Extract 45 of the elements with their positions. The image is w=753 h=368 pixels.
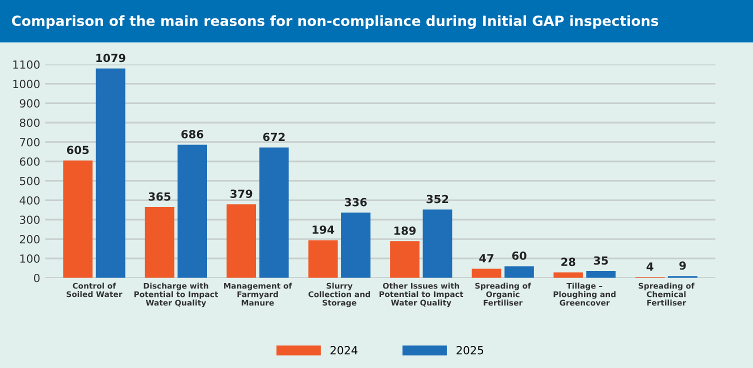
y-tick-label: 600 <box>20 157 40 166</box>
data-label: 189 <box>394 226 416 235</box>
bar <box>308 240 338 278</box>
bar <box>226 204 256 278</box>
data-label: 28 <box>561 258 576 266</box>
y-tick-label: 300 <box>20 216 40 224</box>
data-label: 194 <box>312 225 334 234</box>
data-label: 9 <box>679 261 686 270</box>
data-label: 4 <box>646 262 654 271</box>
y-tick-label: 800 <box>20 118 40 127</box>
data-label: 336 <box>344 198 367 206</box>
bar <box>144 207 174 278</box>
data-label: 47 <box>479 254 494 262</box>
y-tick-label: 0 <box>34 274 40 282</box>
data-label: 672 <box>263 132 285 142</box>
bar <box>586 271 616 278</box>
data-label: 35 <box>594 256 608 265</box>
bar <box>341 212 370 278</box>
y-tick-label: 900 <box>20 99 40 108</box>
bar <box>178 144 207 278</box>
bar <box>96 68 126 278</box>
data-label: 60 <box>512 251 526 260</box>
legend-label: 2024 <box>330 346 358 354</box>
legend-label: 2025 <box>456 346 484 354</box>
bar <box>422 210 452 278</box>
bar <box>504 266 534 278</box>
y-tick-label: 200 <box>20 235 40 244</box>
y-tick-label: 700 <box>20 138 40 146</box>
data-label: 686 <box>181 130 204 138</box>
y-tick-label: 400 <box>20 196 40 205</box>
data-label: 605 <box>66 146 89 154</box>
y-tick-label: 1000 <box>13 80 40 88</box>
data-label: 1079 <box>96 54 126 62</box>
chart-title: Comparison of the main reasons for non-compliance during Initial GAP inspections <box>12 15 658 29</box>
bar <box>259 147 289 278</box>
data-label: 352 <box>426 194 448 204</box>
bar <box>390 241 420 278</box>
bar <box>63 160 93 278</box>
data-label: 379 <box>230 190 252 198</box>
bar <box>554 272 583 278</box>
y-tick-label: 1100 <box>13 60 40 69</box>
data-label: 365 <box>148 192 170 201</box>
y-tick-label: 500 <box>20 176 40 186</box>
y-tick-label: 100 <box>20 254 40 263</box>
bar <box>472 268 502 278</box>
